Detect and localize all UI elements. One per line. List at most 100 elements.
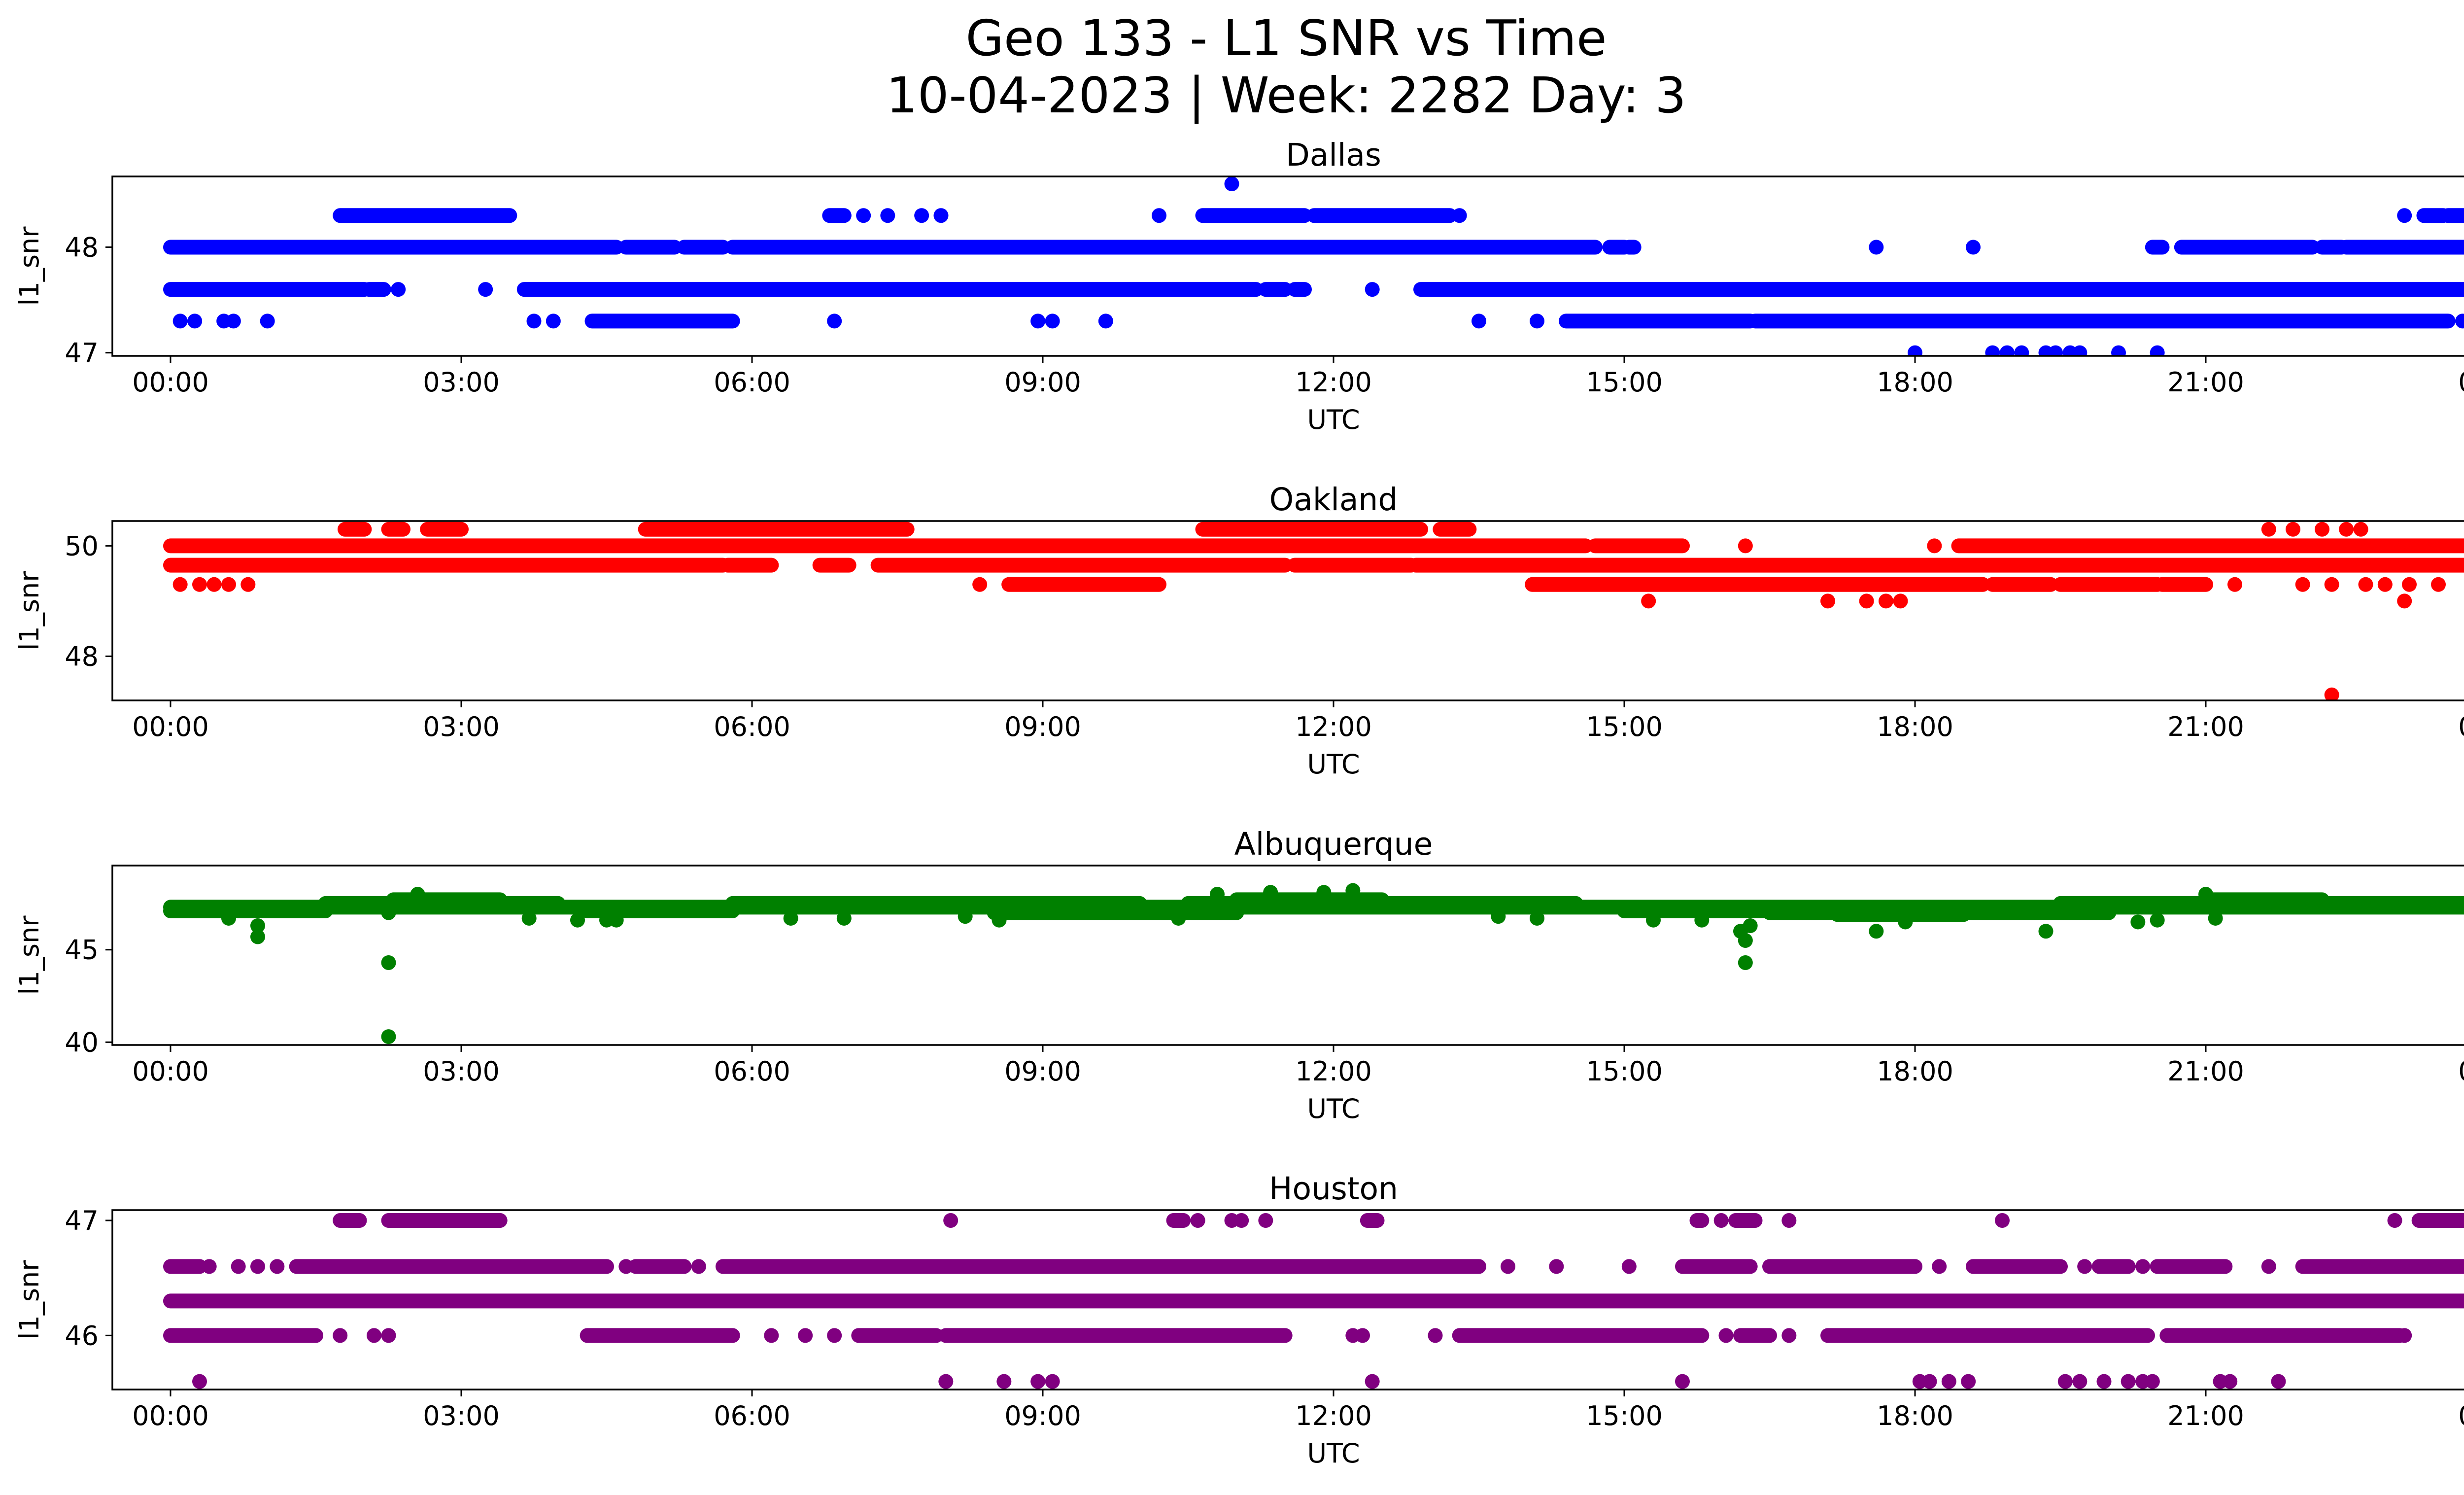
data-band	[163, 1293, 2464, 1309]
data-point	[827, 313, 842, 329]
data-point	[1641, 593, 1656, 609]
data-point	[231, 1259, 246, 1274]
data-band	[580, 1328, 740, 1343]
data-point	[2072, 345, 2088, 356]
data-point	[1738, 955, 1753, 971]
data-point	[1820, 593, 1835, 609]
data-band	[2339, 240, 2464, 255]
data-band	[1951, 538, 2464, 554]
data-point	[2072, 1374, 2088, 1389]
y-tick-label: 40	[65, 1027, 99, 1058]
data-point	[2387, 1213, 2402, 1228]
data-point	[2358, 577, 2373, 592]
series-oakland	[163, 522, 2464, 700]
data-band	[1733, 1328, 1777, 1343]
data-point	[1098, 313, 1113, 329]
data-point	[410, 887, 425, 902]
data-band	[822, 208, 852, 223]
data-point	[1263, 885, 1278, 900]
panel-title: Houston	[1269, 1171, 1398, 1207]
data-point	[270, 1259, 285, 1274]
data-point	[943, 1213, 958, 1228]
data-point	[1999, 345, 2015, 356]
data-point	[1694, 912, 1710, 928]
x-tick-label: 03:00	[423, 1056, 500, 1087]
data-band	[938, 1328, 1293, 1343]
data-band	[1588, 538, 1690, 554]
data-band	[1559, 313, 1758, 329]
data-point	[798, 1328, 813, 1343]
data-point	[1908, 345, 1922, 356]
data-point	[2077, 1259, 2092, 1274]
x-tick-label: 18:00	[1877, 367, 1953, 398]
data-point	[202, 1259, 217, 1274]
data-band	[1195, 522, 1428, 537]
data-point	[570, 912, 585, 928]
data-point	[526, 313, 542, 329]
data-band	[2440, 208, 2464, 223]
data-band	[386, 892, 508, 907]
x-tick-label: 15:00	[1586, 1400, 1663, 1431]
data-band	[1820, 1328, 2155, 1343]
data-point	[2198, 887, 2213, 902]
data-point	[1869, 924, 1884, 939]
series-houston	[163, 1213, 2464, 1389]
data-point	[1781, 1328, 1797, 1343]
data-band	[381, 1213, 508, 1228]
data-band	[1229, 892, 1390, 907]
data-point	[856, 208, 871, 223]
data-band	[1621, 240, 1642, 255]
data-point	[2208, 910, 2223, 926]
data-point	[1030, 313, 1046, 329]
data-point	[1530, 910, 1544, 926]
data-point	[1316, 885, 1332, 900]
data-point	[914, 208, 929, 223]
y-tick-label: 45	[65, 935, 99, 966]
data-band	[163, 1328, 323, 1343]
data-band	[163, 557, 730, 573]
data-band	[333, 208, 517, 223]
y-tick-label: 48	[65, 232, 99, 263]
data-point	[2286, 522, 2300, 537]
data-point	[1491, 909, 1506, 924]
data-point	[2339, 522, 2354, 537]
data-point	[221, 577, 236, 592]
data-point	[1190, 1213, 1205, 1228]
data-band	[2411, 1213, 2464, 1228]
data-point	[2038, 924, 2053, 939]
panel-dallas: Dallas 00:00 03:00 06:00 09:00 12:00 15:00 18:0…	[14, 137, 2464, 435]
y-axis-label: l1_snr	[14, 915, 45, 995]
data-point	[2048, 345, 2063, 356]
data-point	[1879, 593, 1893, 609]
data-point	[2315, 522, 2329, 537]
data-point	[1345, 883, 1361, 898]
x-tick-label: 18:00	[1877, 711, 1953, 742]
data-point	[260, 313, 275, 329]
data-point	[1472, 313, 1486, 329]
data-point	[192, 1374, 207, 1389]
data-band	[851, 1328, 944, 1343]
panel-albuquerque: Albuquerque 00:00 03:00 06:00 09:00 12:00 15:0…	[14, 826, 2464, 1124]
data-point	[2397, 1328, 2412, 1343]
data-point	[250, 918, 265, 933]
data-band	[1985, 577, 2058, 592]
data-point	[221, 910, 236, 926]
data-band	[812, 557, 856, 573]
x-tick-label: 03:00	[423, 711, 500, 742]
data-band	[1728, 1213, 1763, 1228]
x-axis-label: UTC	[1307, 1438, 1360, 1469]
data-point	[1718, 1328, 1734, 1343]
data-band	[1306, 208, 1457, 223]
data-point	[1365, 1374, 1380, 1389]
data-band	[2295, 1259, 2464, 1274]
data-point	[2121, 1374, 2136, 1389]
data-band	[163, 282, 372, 297]
x-tick-label: 15:00	[1586, 711, 1663, 742]
data-band	[628, 1259, 692, 1274]
data-band	[1001, 577, 1166, 592]
data-point	[2324, 577, 2339, 592]
x-tick-label: 09:00	[1004, 367, 1081, 398]
panel-oakland: Oakland 00:00 03:00 06:00 09:00 12:00 15:00 18:…	[14, 482, 2464, 780]
x-tick-label: 09:00	[1004, 711, 1081, 742]
